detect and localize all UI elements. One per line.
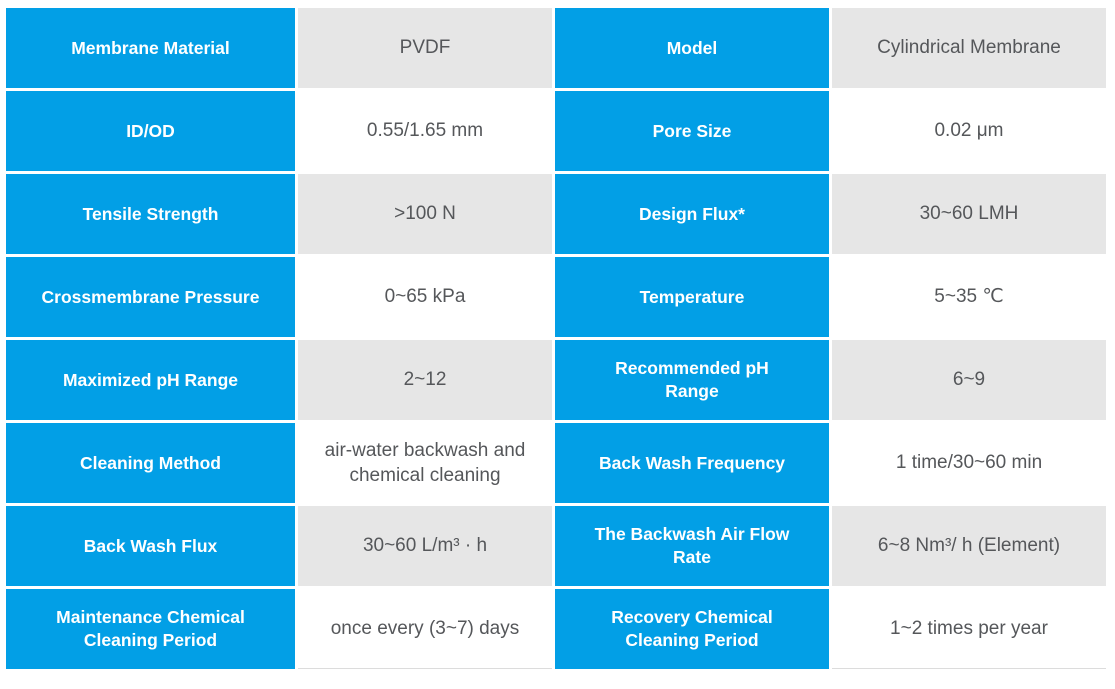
spec-value-cell: 30~60 L/m³ · h bbox=[298, 506, 552, 586]
spec-row: Maximized pH Range 2~12 Recommended pH R… bbox=[6, 340, 1106, 420]
spec-value-cell: 1 time/30~60 min bbox=[832, 423, 1106, 503]
spec-label-cell: Tensile Strength bbox=[6, 174, 295, 254]
spec-value-cell: 6~9 bbox=[832, 340, 1106, 420]
spec-label-cell: Recovery Chemical Cleaning Period bbox=[555, 589, 829, 669]
spec-row: Crossmembrane Pressure 0~65 kPa Temperat… bbox=[6, 257, 1106, 337]
spec-label-cell: Recommended pH Range bbox=[555, 340, 829, 420]
spec-value-cell: 0~65 kPa bbox=[298, 257, 552, 337]
spec-value-cell: once every (3~7) days bbox=[298, 589, 552, 669]
spec-label-cell: Back Wash Frequency bbox=[555, 423, 829, 503]
spec-label-cell: Model bbox=[555, 8, 829, 88]
spec-row: Cleaning Method air-water backwash and c… bbox=[6, 423, 1106, 503]
spec-row: ID/OD 0.55/1.65 mm Pore Size 0.02 μm bbox=[6, 91, 1106, 171]
spec-row: Membrane Material PVDF Model Cylindrical… bbox=[6, 8, 1106, 88]
spec-value-cell: air-water backwash and chemical cleaning bbox=[298, 423, 552, 503]
spec-row: Maintenance Chemical Cleaning Period onc… bbox=[6, 589, 1106, 669]
spec-label-cell: Crossmembrane Pressure bbox=[6, 257, 295, 337]
spec-label-cell: ID/OD bbox=[6, 91, 295, 171]
spec-value-cell: 0.02 μm bbox=[832, 91, 1106, 171]
membrane-spec-table: Membrane Material PVDF Model Cylindrical… bbox=[6, 8, 1106, 672]
spec-value-cell: 6~8 Nm³/ h (Element) bbox=[832, 506, 1106, 586]
spec-value-cell: 1~2 times per year bbox=[832, 589, 1106, 669]
spec-label-cell: Temperature bbox=[555, 257, 829, 337]
spec-label-cell: Maximized pH Range bbox=[6, 340, 295, 420]
spec-value-cell: 5~35 ℃ bbox=[832, 257, 1106, 337]
spec-label-cell: Design Flux* bbox=[555, 174, 829, 254]
spec-row: Back Wash Flux 30~60 L/m³ · h The Backwa… bbox=[6, 506, 1106, 586]
spec-label-cell: Back Wash Flux bbox=[6, 506, 295, 586]
spec-row: Tensile Strength >100 N Design Flux* 30~… bbox=[6, 174, 1106, 254]
spec-label-cell: The Backwash Air Flow Rate bbox=[555, 506, 829, 586]
spec-value-cell: 2~12 bbox=[298, 340, 552, 420]
spec-value-cell: 30~60 LMH bbox=[832, 174, 1106, 254]
spec-label-cell: Maintenance Chemical Cleaning Period bbox=[6, 589, 295, 669]
spec-value-cell: 0.55/1.65 mm bbox=[298, 91, 552, 171]
spec-value-cell: Cylindrical Membrane bbox=[832, 8, 1106, 88]
spec-label-cell: Membrane Material bbox=[6, 8, 295, 88]
spec-value-cell: PVDF bbox=[298, 8, 552, 88]
spec-label-cell: Cleaning Method bbox=[6, 423, 295, 503]
spec-label-cell: Pore Size bbox=[555, 91, 829, 171]
spec-value-cell: >100 N bbox=[298, 174, 552, 254]
